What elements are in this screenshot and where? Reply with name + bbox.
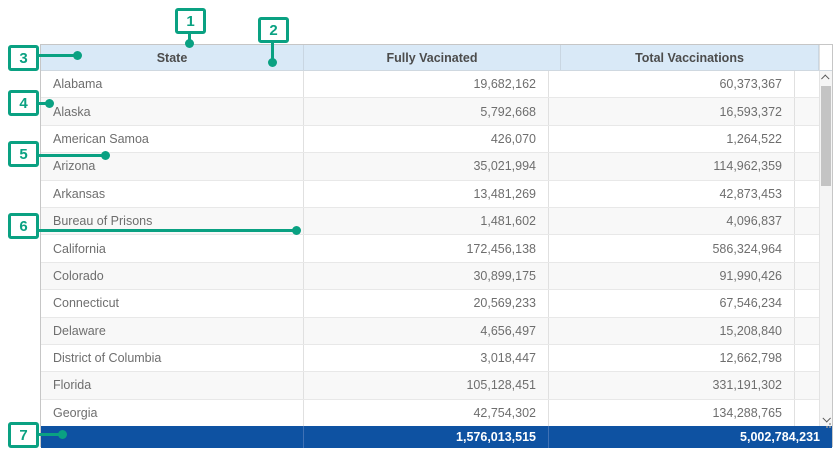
state-cell: American Samoa bbox=[41, 125, 304, 153]
total-vaccinations-cell: 12,662,798 bbox=[549, 344, 795, 372]
callout-1-dot bbox=[185, 39, 194, 48]
callout-7-connector bbox=[38, 433, 62, 436]
total-vaccinations-cell: 134,288,765 bbox=[549, 399, 795, 427]
table-row[interactable]: Arizona 35,021,994 114,962,359 bbox=[41, 153, 832, 181]
total-vaccinations-cell: 42,873,453 bbox=[549, 180, 795, 207]
callout-2-connector bbox=[271, 41, 274, 61]
table-row[interactable]: Colorado 30,899,175 91,990,426 bbox=[41, 262, 832, 291]
total-vaccinations-cell: 16,593,372 bbox=[549, 98, 795, 125]
callout-3-dot bbox=[73, 51, 82, 60]
table-element: State Fully Vacinated Total Vaccinations… bbox=[40, 44, 833, 448]
callout-4: 4 bbox=[8, 90, 39, 116]
callout-2-dot bbox=[268, 58, 277, 67]
table-row[interactable]: District of Columbia 3,018,447 12,662,79… bbox=[41, 344, 832, 373]
total-vaccinations-cell: 67,546,234 bbox=[549, 290, 795, 317]
callout-4-connector bbox=[38, 102, 50, 105]
total-vaccinations-cell: 1,264,522 bbox=[549, 125, 795, 153]
callout-6-connector bbox=[38, 229, 296, 232]
fully-vaccinated-cell: 19,682,162 bbox=[304, 71, 549, 98]
table-header-row: State Fully Vacinated Total Vaccinations bbox=[41, 45, 832, 71]
table-row[interactable]: Arkansas 13,481,269 42,873,453 bbox=[41, 180, 832, 208]
fully-vaccinated-cell: 13,481,269 bbox=[304, 180, 549, 207]
total-vaccinations-cell: 91,990,426 bbox=[549, 262, 795, 290]
state-cell: Georgia bbox=[41, 399, 304, 427]
callout-2: 2 bbox=[258, 17, 289, 43]
column-header-total-vaccinations[interactable]: Total Vaccinations bbox=[561, 45, 819, 70]
table-row[interactable]: Florida 105,128,451 331,191,302 bbox=[41, 372, 832, 400]
scroll-up-button[interactable] bbox=[820, 71, 832, 85]
scroll-down-button[interactable] bbox=[820, 412, 832, 426]
callout-4-dot bbox=[45, 99, 54, 108]
fully-vaccinated-cell: 4,656,497 bbox=[304, 317, 549, 344]
state-cell: Alabama bbox=[41, 71, 304, 98]
state-cell: Connecticut bbox=[41, 290, 304, 317]
state-cell: Alaska bbox=[41, 98, 304, 125]
scrollbar-thumb[interactable] bbox=[821, 86, 831, 186]
total-vaccinations-cell: 4,096,837 bbox=[549, 207, 795, 235]
callout-5-connector bbox=[37, 154, 105, 157]
fully-vaccinated-cell: 172,456,138 bbox=[304, 235, 549, 262]
resize-grip-icon bbox=[822, 422, 831, 431]
header-scrollbar-spacer bbox=[819, 45, 832, 70]
callout-7: 7 bbox=[8, 422, 39, 448]
totals-total-vaccinations-cell: 5,002,784,231 bbox=[740, 430, 820, 444]
fully-vaccinated-cell: 5,792,668 bbox=[304, 98, 549, 125]
totals-state-cell bbox=[41, 426, 304, 448]
total-vaccinations-cell: 114,962,359 bbox=[549, 153, 795, 180]
table-body: Alabama 19,682,162 60,373,367 Alaska 5,7… bbox=[41, 71, 832, 427]
state-cell: Arizona bbox=[41, 153, 304, 180]
table-row[interactable]: American Samoa 426,070 1,264,522 bbox=[41, 125, 832, 154]
callout-3: 3 bbox=[8, 45, 39, 71]
total-vaccinations-cell: 586,324,964 bbox=[549, 235, 795, 262]
callout-5: 5 bbox=[8, 141, 39, 167]
chevron-up-icon bbox=[821, 74, 830, 83]
table-row[interactable]: Alabama 19,682,162 60,373,367 bbox=[41, 71, 832, 99]
totals-fully-vaccinated-cell: 1,576,013,515 bbox=[304, 426, 549, 448]
table-row[interactable]: Georgia 42,754,302 134,288,765 bbox=[41, 399, 832, 427]
state-cell: Delaware bbox=[41, 317, 304, 344]
state-cell: Florida bbox=[41, 372, 304, 399]
total-vaccinations-cell: 331,191,302 bbox=[549, 372, 795, 399]
total-vaccinations-cell: 15,208,840 bbox=[549, 317, 795, 344]
fully-vaccinated-cell: 30,899,175 bbox=[304, 262, 549, 290]
fully-vaccinated-cell: 42,754,302 bbox=[304, 399, 549, 427]
state-cell: Colorado bbox=[41, 262, 304, 290]
fully-vaccinated-cell: 105,128,451 bbox=[304, 372, 549, 399]
table-row[interactable]: Bureau of Prisons 1,481,602 4,096,837 bbox=[41, 207, 832, 236]
callout-6: 6 bbox=[8, 213, 39, 239]
state-cell: Arkansas bbox=[41, 180, 304, 207]
table-row[interactable]: California 172,456,138 586,324,964 bbox=[41, 235, 832, 263]
table-totals-row: 1,576,013,515 5,002,784,231 bbox=[41, 426, 832, 448]
callout-5-dot bbox=[101, 151, 110, 160]
callout-7-dot bbox=[58, 430, 67, 439]
fully-vaccinated-cell: 1,481,602 bbox=[304, 207, 549, 235]
fully-vaccinated-cell: 426,070 bbox=[304, 125, 549, 153]
state-cell: Bureau of Prisons bbox=[41, 207, 304, 235]
table-row[interactable]: Delaware 4,656,497 15,208,840 bbox=[41, 317, 832, 345]
total-vaccinations-cell: 60,373,367 bbox=[549, 71, 795, 98]
table-row[interactable]: Alaska 5,792,668 16,593,372 bbox=[41, 98, 832, 126]
callout-6-dot bbox=[292, 226, 301, 235]
fully-vaccinated-cell: 35,021,994 bbox=[304, 153, 549, 180]
callout-1-connector bbox=[188, 32, 191, 42]
column-header-state[interactable]: State bbox=[41, 45, 304, 70]
callout-3-connector bbox=[37, 54, 77, 57]
state-cell: California bbox=[41, 235, 304, 262]
fully-vaccinated-cell: 3,018,447 bbox=[304, 344, 549, 372]
callout-1: 1 bbox=[175, 8, 206, 34]
fully-vaccinated-cell: 20,569,233 bbox=[304, 290, 549, 317]
vertical-scrollbar[interactable] bbox=[819, 71, 832, 428]
column-header-fully-vaccinated[interactable]: Fully Vacinated bbox=[304, 45, 561, 70]
table-row[interactable]: Connecticut 20,569,233 67,546,234 bbox=[41, 290, 832, 318]
state-cell: District of Columbia bbox=[41, 344, 304, 372]
